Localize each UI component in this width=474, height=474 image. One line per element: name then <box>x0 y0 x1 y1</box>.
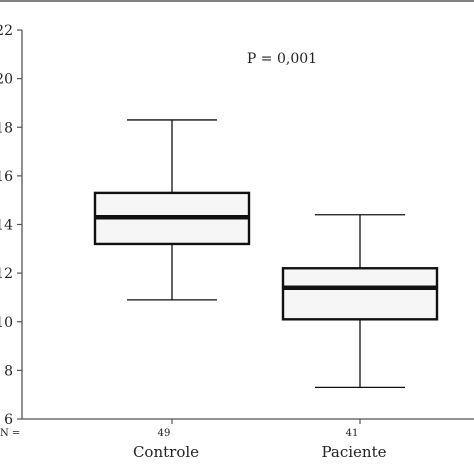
box-paciente <box>281 214 439 389</box>
x-labels: N = 49 Controle 41 Paciente <box>0 419 387 461</box>
n-count-paciente: 41 <box>346 428 359 439</box>
y-tick-label-14: 14 <box>0 218 13 234</box>
iqr-box <box>281 267 439 321</box>
y-tick-label-22: 22 <box>0 23 13 39</box>
category-label-controle: Controle <box>133 443 199 461</box>
y-tick-label-10: 10 <box>0 315 13 331</box>
n-count-controle: 49 <box>158 428 171 439</box>
y-tick-label-6: 6 <box>4 412 13 428</box>
y-tick-label-8: 8 <box>4 363 13 379</box>
boxes <box>93 119 439 389</box>
box-controle <box>93 119 251 301</box>
p-value-annotation: P = 0,001 <box>247 51 317 67</box>
y-tick-label-20: 20 <box>0 72 13 88</box>
y-tick-label-16: 16 <box>0 169 13 185</box>
y-tick-label-18: 18 <box>0 120 13 136</box>
n-label: N = <box>0 428 20 439</box>
y-tick-label-12: 12 <box>0 266 13 282</box>
y-ticks: 6 8 10 12 14 16 18 20 22 <box>0 23 22 428</box>
category-label-paciente: Paciente <box>321 443 386 461</box>
